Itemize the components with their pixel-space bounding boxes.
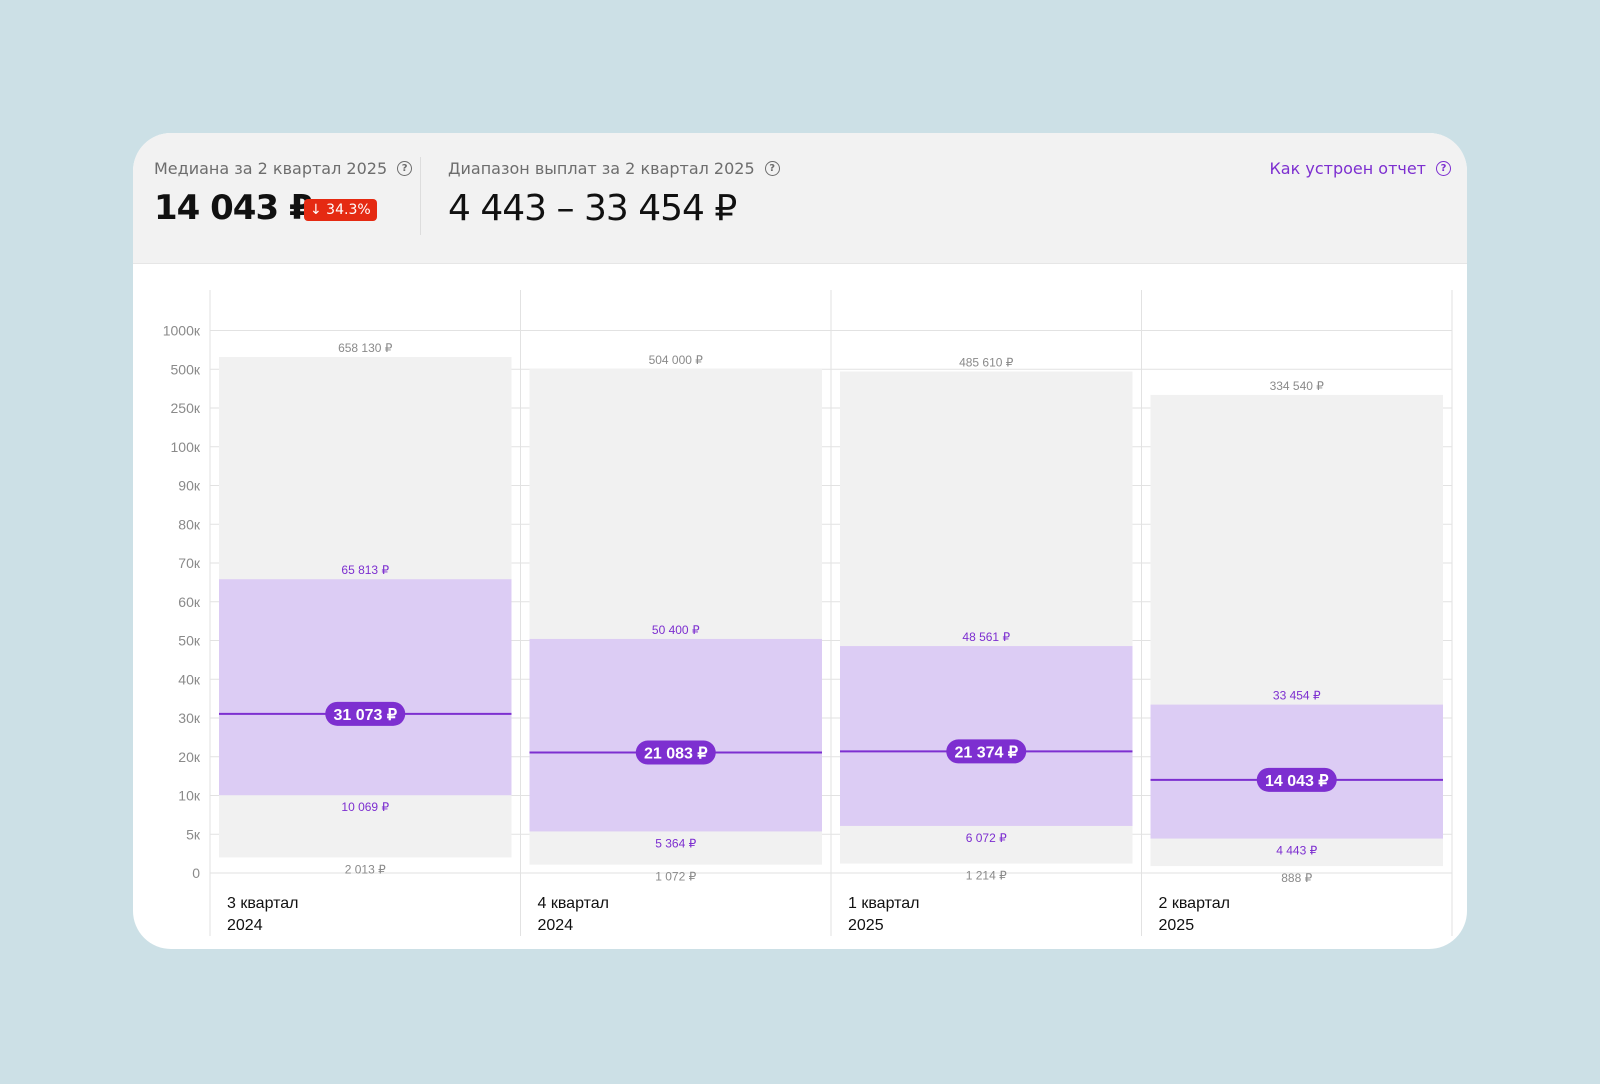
iqr-bar <box>840 646 1133 826</box>
y-tick-label: 500к <box>171 361 201 377</box>
category-label: 3 квартал <box>227 895 299 912</box>
category-label: 2024 <box>227 917 263 934</box>
q3-label: 33 454 ₽ <box>1273 689 1321 703</box>
help-icon[interactable]: ? <box>764 161 780 176</box>
category-label: 2025 <box>848 917 884 934</box>
header-divider <box>420 157 421 235</box>
y-tick-label: 20к <box>178 749 201 765</box>
category-label: 2024 <box>538 917 574 934</box>
y-tick-label: 10к <box>178 788 201 804</box>
median-label: 21 374 ₽ <box>954 744 1018 761</box>
q3-label: 50 400 ₽ <box>652 623 700 637</box>
q1-label: 6 072 ₽ <box>966 831 1007 845</box>
median-label: 31 073 ₽ <box>333 707 397 724</box>
q1-label: 10 069 ₽ <box>341 800 389 814</box>
iqr-bar <box>219 579 512 796</box>
median-pill <box>325 701 406 726</box>
q1-label: 5 364 ₽ <box>655 836 696 850</box>
median-label: Медиана за 2 квартал 2025 ? <box>154 159 413 178</box>
y-tick-label: 250к <box>171 400 201 416</box>
median-change-badge: ↓ 34.3% <box>304 199 377 221</box>
min-label: 2 013 ₽ <box>345 862 386 876</box>
y-tick-label: 0 <box>192 865 200 881</box>
max-label: 334 540 ₽ <box>1270 379 1325 393</box>
min-label: 1 072 ₽ <box>655 870 696 884</box>
median-label: 14 043 ₽ <box>1265 773 1329 790</box>
max-label: 504 000 ₽ <box>649 353 704 367</box>
max-label: 485 610 ₽ <box>959 355 1014 369</box>
how-report-works-link[interactable]: Как устроен отчет ? <box>1269 159 1451 178</box>
range-value: 4 443 – 33 454 ₽ <box>448 188 737 229</box>
y-tick-label: 5к <box>186 826 201 842</box>
how-report-works-text[interactable]: Как устроен отчет <box>1269 159 1426 178</box>
category-label: 1 квартал <box>848 895 920 912</box>
y-tick-label: 30к <box>178 710 201 726</box>
y-tick-label: 70к <box>178 555 201 571</box>
y-tick-label: 100к <box>171 439 201 455</box>
max-label: 658 130 ₽ <box>338 341 393 355</box>
y-tick-label: 40к <box>178 671 201 687</box>
help-icon[interactable]: ? <box>1436 161 1451 176</box>
category-label: 2 квартал <box>1159 895 1231 912</box>
y-tick-label: 1000к <box>163 323 201 339</box>
median-value: 14 043 ₽ <box>154 188 313 228</box>
median-pill <box>635 740 716 765</box>
y-tick-label: 50к <box>178 633 201 649</box>
q3-label: 48 561 ₽ <box>962 630 1010 644</box>
y-tick-label: 80к <box>178 516 201 532</box>
median-label-text: Медиана за 2 квартал 2025 <box>154 159 388 178</box>
category-label: 4 квартал <box>538 895 610 912</box>
median-pill <box>1256 767 1337 792</box>
y-tick-label: 60к <box>178 594 201 610</box>
min-label: 1 214 ₽ <box>966 869 1007 883</box>
median-label: 21 083 ₽ <box>644 746 708 763</box>
q1-label: 4 443 ₽ <box>1276 844 1317 858</box>
category-label: 2025 <box>1159 917 1195 934</box>
summary-header: Медиана за 2 квартал 2025 ? 14 043 ₽ ↓ 3… <box>133 133 1467 264</box>
median-pill <box>946 739 1027 764</box>
help-icon[interactable]: ? <box>397 161 413 176</box>
range-label: Диапазон выплат за 2 квартал 2025 ? <box>448 159 780 178</box>
iqr-bar <box>529 638 822 832</box>
range-label-text: Диапазон выплат за 2 квартал 2025 <box>448 159 755 178</box>
min-label: 888 ₽ <box>1281 871 1312 885</box>
q3-label: 65 813 ₽ <box>341 563 389 577</box>
y-tick-label: 90к <box>178 478 201 494</box>
